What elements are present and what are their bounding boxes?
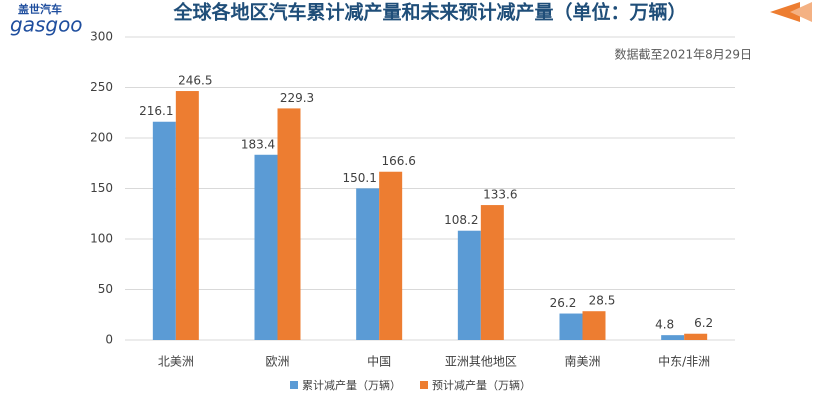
y-tick-label: 250 [90,80,113,94]
legend-label: 预计减产量（万辆） [432,378,531,392]
value-label: 133.6 [483,188,517,202]
x-tick-label: 北美洲 [158,355,194,369]
value-label: 108.2 [444,213,478,227]
y-tick-label: 50 [98,282,113,296]
value-label: 28.5 [589,294,616,308]
bar [582,311,606,340]
y-tick-label: 200 [90,131,113,145]
x-tick-label: 欧洲 [265,355,289,369]
y-tick-label: 100 [90,232,113,246]
bar [175,91,199,340]
annotation: 数据截至2021年8月29日 [615,47,752,62]
x-tick-label: 亚洲其他地区 [445,355,517,369]
decor-arrow [770,2,800,22]
value-label: 6.2 [694,316,713,330]
bar [277,108,301,340]
y-tick-label: 150 [90,181,113,195]
chart-title: 全球各地区汽车累计减产量和未来预计减产量（单位：万辆） [172,1,686,24]
x-tick-label: 中东/非洲 [658,354,710,369]
value-label: 26.2 [550,296,577,310]
brand: gasgoo [10,13,83,37]
value-label: 150.1 [342,171,376,185]
bar [684,333,708,340]
value-label: 216.1 [139,104,173,118]
bar [559,313,583,340]
bar [661,335,685,340]
decor-arrow [790,2,812,22]
bar [254,154,278,340]
legend-swatch [290,381,298,389]
logo: 盖世汽车 [18,2,62,16]
y-tick-label: 0 [105,333,113,347]
value-label: 166.6 [381,154,415,168]
bar [356,188,380,340]
y-tick-label: 300 [90,30,113,44]
bar [379,171,403,340]
legend-swatch [420,381,428,389]
bar [152,121,176,340]
bar [480,205,504,340]
x-tick-label: 南美洲 [564,354,600,369]
value-label: 246.5 [178,74,212,88]
value-label: 229.3 [280,91,314,105]
bar [457,230,481,340]
value-label: 4.8 [655,318,674,332]
value-label: 183.4 [241,137,275,151]
legend-label: 累计减产量（万辆） [302,378,401,392]
x-tick-label: 中国 [367,354,391,369]
